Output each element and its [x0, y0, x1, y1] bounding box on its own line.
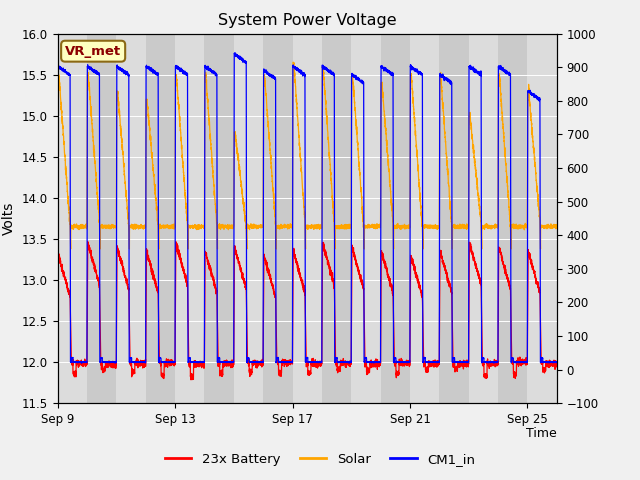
Bar: [87, 34, 116, 403]
Bar: [468, 34, 498, 403]
Bar: [381, 34, 410, 403]
Text: Time: Time: [526, 427, 557, 440]
Bar: [204, 34, 234, 403]
Title: System Power Voltage: System Power Voltage: [218, 13, 397, 28]
Bar: [58, 34, 87, 403]
Bar: [527, 34, 557, 403]
Bar: [439, 34, 468, 403]
Bar: [234, 34, 263, 403]
Text: VR_met: VR_met: [65, 45, 121, 58]
Y-axis label: Volts: Volts: [2, 202, 16, 235]
Bar: [410, 34, 439, 403]
Bar: [292, 34, 322, 403]
Bar: [351, 34, 381, 403]
Bar: [146, 34, 175, 403]
Bar: [175, 34, 204, 403]
Bar: [498, 34, 527, 403]
Bar: [263, 34, 292, 403]
Legend: 23x Battery, Solar, CM1_in: 23x Battery, Solar, CM1_in: [159, 447, 481, 471]
Bar: [322, 34, 351, 403]
Bar: [116, 34, 146, 403]
